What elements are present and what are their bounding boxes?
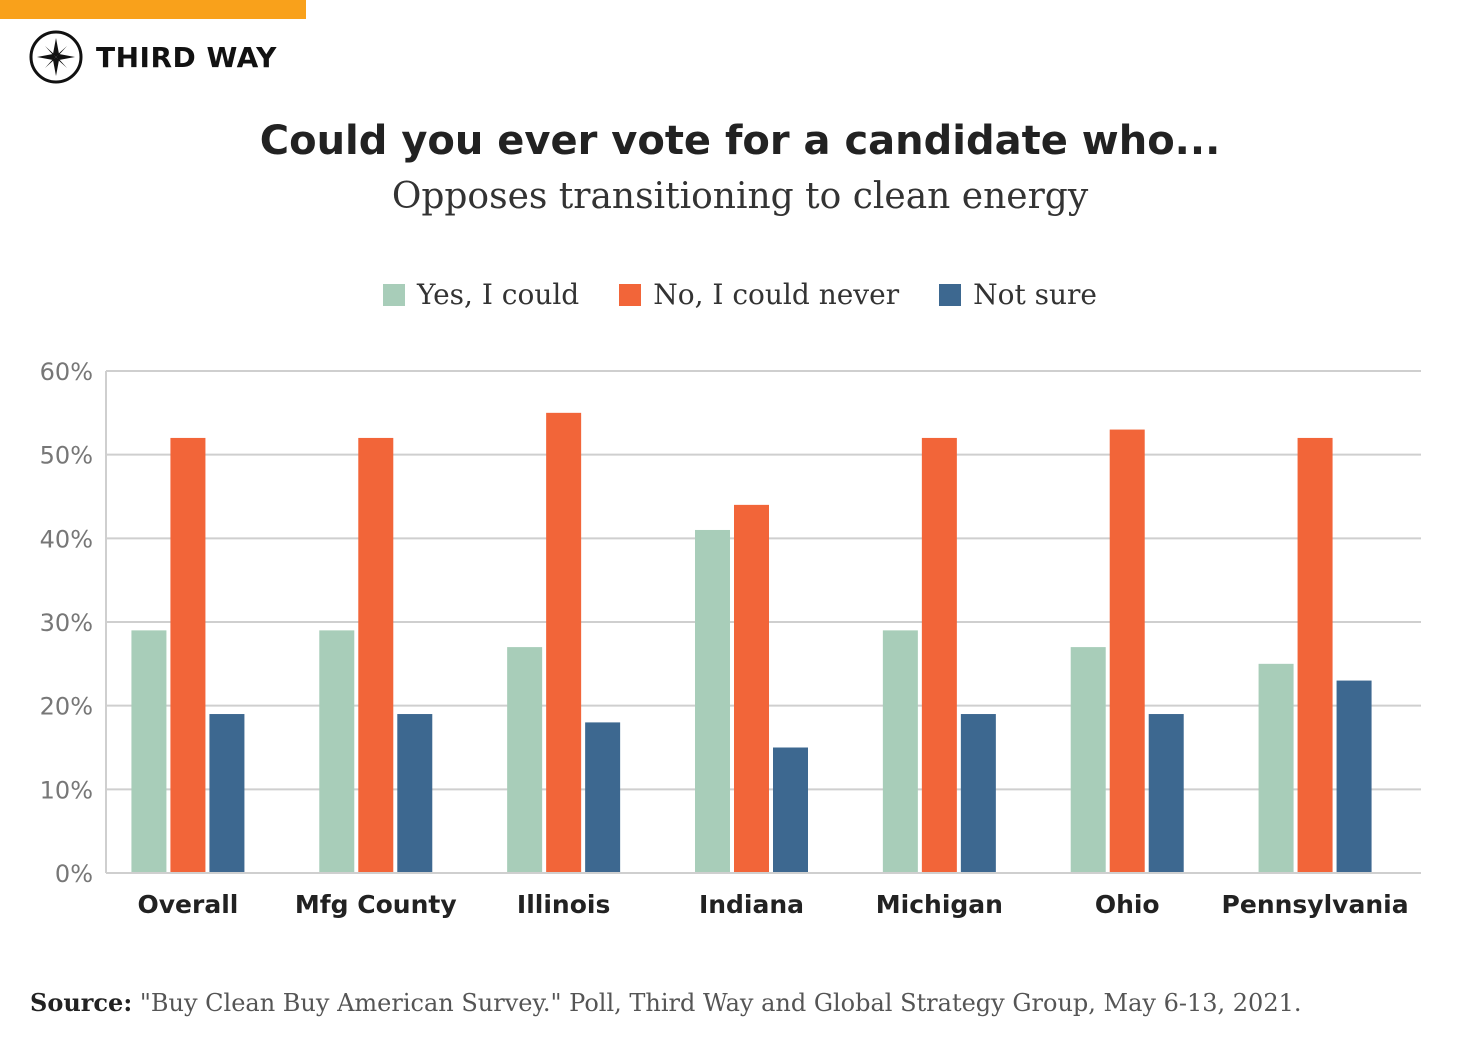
legend-item-yes: Yes, I could (383, 278, 579, 311)
legend-label-yes: Yes, I could (417, 278, 580, 311)
bar (319, 630, 355, 873)
legend-label-not-sure: Not sure (973, 278, 1097, 311)
bar (960, 714, 996, 873)
legend-swatch-not-sure (939, 283, 962, 306)
brand-name: THIRD WAY (96, 40, 277, 74)
x-category-label: Mfg County (295, 890, 457, 919)
chart-title: Could you ever vote for a candidate who.… (259, 118, 1221, 164)
legend-swatch-no (619, 283, 642, 306)
source-text: "Buy Clean Buy American Survey." Poll, T… (139, 989, 1302, 1017)
bar (1148, 714, 1184, 873)
bar (507, 647, 543, 873)
x-category-label: Overall (138, 890, 239, 919)
chart-legend: Yes, I could No, I could never Not sure (0, 278, 1480, 311)
bar (921, 437, 957, 873)
bar (773, 747, 808, 873)
bar (1109, 429, 1145, 873)
x-category-label: Indiana (699, 890, 804, 919)
x-category-label: Illinois (517, 890, 610, 919)
chart-subtitle: Opposes transitioning to clean energy (391, 176, 1089, 217)
bar (1297, 437, 1333, 873)
bar (358, 437, 394, 873)
bar (546, 412, 582, 873)
bar (1336, 680, 1372, 873)
x-category-label: Ohio (1095, 890, 1160, 919)
legend-item-no: No, I could never (619, 278, 899, 311)
compass-icon (29, 30, 83, 84)
bar (209, 714, 245, 873)
bar-chart: 0% 10% 20% 30% 40% 50% 60% Overall Mfg County Ill… (40, 358, 1421, 919)
y-tick-label: 20% (40, 693, 93, 721)
bar (1258, 663, 1294, 873)
bar (170, 437, 206, 873)
legend-item-not-sure: Not sure (939, 278, 1097, 311)
bar (131, 630, 167, 873)
y-tick-label: 30% (40, 609, 93, 637)
bar (397, 714, 433, 873)
legend-swatch-yes (383, 283, 406, 306)
y-tick-label: 50% (40, 442, 93, 470)
source-label: Source: (30, 988, 133, 1017)
bar (585, 722, 621, 873)
x-category-label: Pennsylvania (1222, 890, 1409, 919)
bar (1070, 647, 1106, 873)
bar (695, 529, 730, 873)
y-tick-label: 0% (55, 860, 93, 888)
third-way-logo: THIRD WAY (28, 29, 277, 85)
accent-bar (0, 0, 306, 19)
y-tick-label: 10% (40, 776, 93, 804)
bar (734, 504, 769, 873)
bar (882, 630, 918, 873)
y-tick-label: 40% (40, 525, 93, 553)
source-note: Source: "Buy Clean Buy American Survey."… (30, 988, 1301, 1017)
legend-label-no: No, I could never (653, 278, 900, 311)
y-tick-label: 60% (40, 358, 93, 386)
x-category-label: Michigan (876, 890, 1003, 919)
